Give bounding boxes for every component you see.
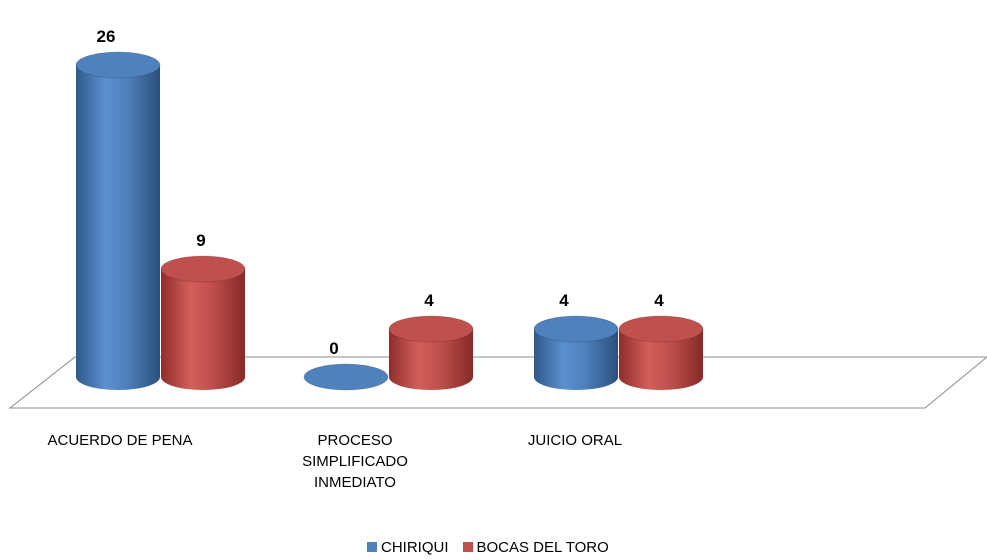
data-label-chiriqui-3: 4 (559, 291, 569, 310)
bar-bocas-del-toro-1 (160, 255, 246, 390)
legend-swatch-chiriqui (367, 542, 377, 552)
bar-chiriqui-3 (533, 315, 619, 390)
bar-bocas-del-toro-2 (388, 315, 474, 390)
legend-item-chiriqui: CHIRIQUI (367, 539, 449, 556)
data-label-chiriqui-1: 26 (97, 27, 116, 46)
data-label-bocas-del-toro-1: 9 (196, 231, 205, 250)
legend-item-bocas-del-toro: BOCAS DEL TORO (462, 538, 609, 556)
data-label-bocas-del-toro-3: 4 (654, 291, 664, 310)
data-label-bocas-del-toro-2: 4 (424, 291, 434, 310)
category-label-2: PROCESO SIMPLIFICADO INMEDIATO (302, 432, 408, 491)
legend-label-chiriqui: CHIRIQUI (381, 538, 449, 556)
category-label-1: ACUERDO DE PENA (47, 432, 193, 449)
bar-chiriqui-2 (303, 363, 389, 391)
legend: CHIRIQUI BOCAS DEL TORO (367, 538, 623, 556)
category-label-3: JUICIO ORAL (527, 432, 623, 449)
bar-bocas-del-toro-3 (618, 315, 704, 390)
legend-swatch-bocas-del-toro (462, 542, 473, 552)
data-label-chiriqui-2: 0 (329, 339, 338, 358)
bar-chiriqui-1 (75, 51, 161, 390)
legend-label-bocas-del-toro: BOCAS DEL TORO (476, 538, 609, 556)
